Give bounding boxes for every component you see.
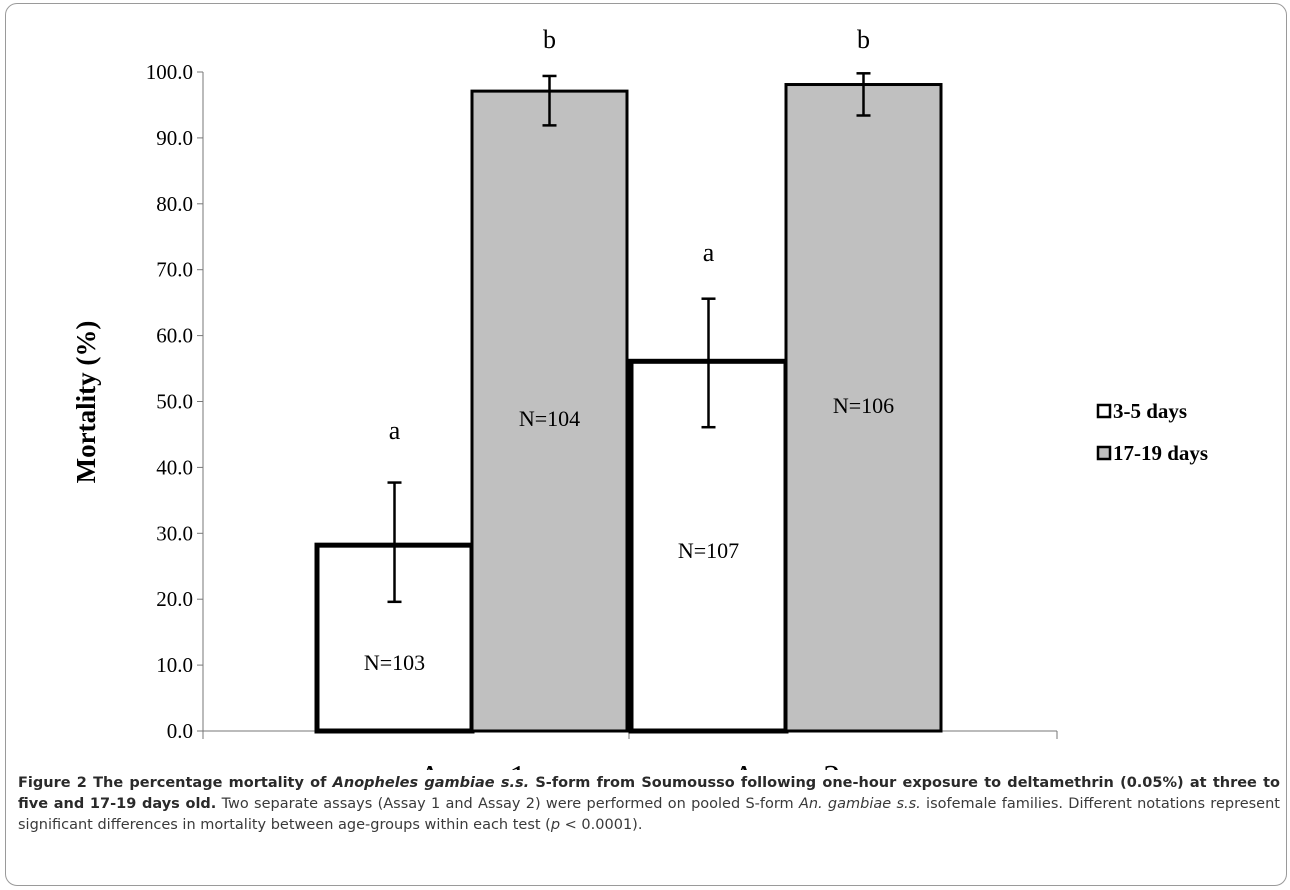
bar-n-label: N=107 — [678, 538, 739, 563]
caption-lead-text-1: Figure 2 The percentage mortality of — [18, 775, 333, 791]
caption-p-symbol: p — [551, 817, 560, 833]
y-tick-label: 10.0 — [156, 653, 193, 677]
y-tick-label: 50.0 — [156, 390, 193, 414]
bar-chart: 0.0 10.0 20.0 30.0 40.0 50.0 60.0 70.0 80.0 90.0 1… — [0, 0, 1290, 770]
y-tick-label: 20.0 — [156, 587, 193, 611]
legend-swatch — [1098, 405, 1110, 417]
y-tick-label: 40.0 — [156, 455, 193, 479]
y-tick-label: 100.0 — [146, 60, 193, 84]
legend-swatch — [1098, 447, 1110, 459]
y-tick-label: 90.0 — [156, 126, 193, 150]
caption-lead-species: Anopheles gambiae s.s. — [333, 775, 529, 791]
y-tick-label: 80.0 — [156, 192, 193, 216]
legend-label: 3-5 days — [1113, 399, 1187, 423]
y-tick-label: 60.0 — [156, 324, 193, 348]
bar-n-label: N=103 — [364, 650, 425, 675]
x-category-label: Assay 1 — [418, 759, 527, 770]
significance-letter: b — [857, 25, 870, 54]
y-tick-label: 70.0 — [156, 258, 193, 282]
legend: 3-5 days 17-19 days — [1098, 399, 1208, 465]
figure-caption: Figure 2 The percentage mortality of Ano… — [18, 773, 1280, 836]
y-tick-label: 30.0 — [156, 521, 193, 545]
legend-label: 17-19 days — [1113, 441, 1208, 465]
x-category-label: Assay 2 — [732, 759, 841, 770]
y-axis-title: Mortality (%) — [71, 321, 101, 484]
bar-n-label: N=104 — [519, 406, 580, 431]
caption-body-1: Two separate assays (Assay 1 and Assay 2… — [216, 796, 799, 812]
significance-letter: b — [543, 25, 556, 54]
caption-body-3: < 0.0001). — [560, 817, 642, 833]
caption-body-species: An. gambiae s.s. — [799, 796, 921, 812]
y-tick-label: 0.0 — [167, 719, 193, 743]
significance-letter: a — [703, 238, 715, 267]
significance-letter: a — [389, 416, 401, 445]
bar-n-label: N=106 — [833, 393, 894, 418]
